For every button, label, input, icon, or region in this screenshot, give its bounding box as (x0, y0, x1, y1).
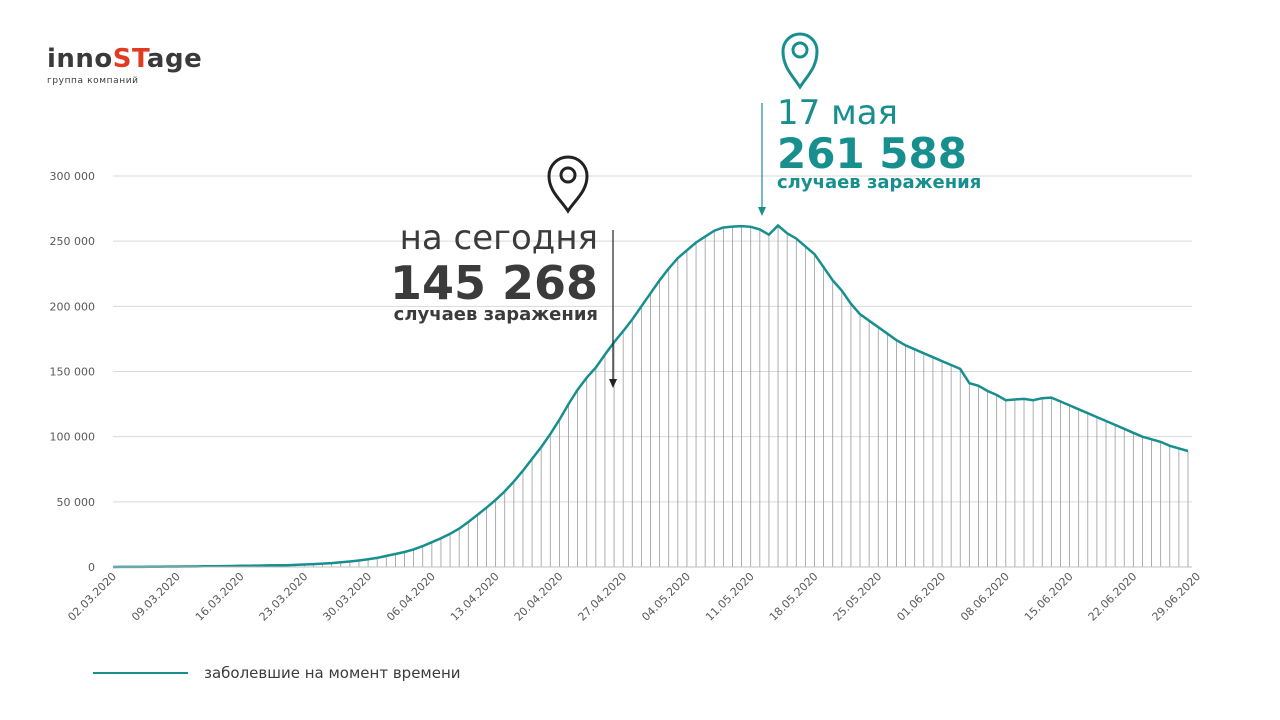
arrow-peak-icon (758, 103, 766, 216)
y-tick-label: 150 000 (50, 366, 96, 379)
x-tick-label: 30.03.2020 (320, 570, 374, 624)
area-hatch (121, 225, 1189, 567)
x-tick-label: 11.05.2020 (703, 570, 757, 624)
x-tick-label: 06.04.2020 (384, 570, 438, 624)
y-tick-label: 50 000 (57, 496, 96, 509)
series-line (112, 223, 1189, 569)
legend-label: заболевшие на момент времени (204, 664, 461, 682)
x-axis-labels: 02.03.2020 09.03.2020 16.03.2020 23.03.2020… (65, 570, 1203, 624)
callout-peak-value: 261 588 (777, 129, 967, 178)
x-tick-label: 29.06.2020 (1150, 570, 1204, 624)
arrow-today-icon (609, 230, 617, 388)
logo-subtitle: группа компаний (47, 76, 139, 86)
x-tick-label: 22.06.2020 (1086, 570, 1140, 624)
x-tick-label: 15.06.2020 (1022, 570, 1076, 624)
x-tick-label: 09.03.2020 (129, 570, 183, 624)
y-tick-label: 100 000 (50, 431, 96, 444)
grid-lines (113, 175, 1192, 503)
y-tick-label: 200 000 (50, 300, 96, 313)
callout-peak-date: 17 мая (777, 93, 899, 133)
callout-today: на сегодня 145 268 случаев заражения (390, 218, 598, 325)
y-tick-label: 250 000 (50, 235, 96, 248)
callout-today-label: на сегодня (399, 218, 598, 258)
x-tick-label: 20.04.2020 (512, 570, 566, 624)
logo-wordmark: innoSTage (47, 44, 203, 74)
company-logo: innoSTage группа компаний (47, 46, 202, 86)
y-tick-label: 300 000 (50, 170, 96, 183)
callout-peak: 17 мая 261 588 случаев заражения (777, 93, 981, 193)
x-tick-label: 16.03.2020 (193, 570, 247, 624)
callout-today-value: 145 268 (389, 256, 598, 310)
legend: заболевшие на момент времени (93, 664, 461, 682)
y-axis-labels: 0 50 000 100 000 150 000 200 000 250 000 300 0… (50, 170, 96, 574)
x-tick-label: 18.05.2020 (767, 570, 821, 624)
legend-swatch (93, 672, 188, 674)
x-tick-label: 27.04.2020 (576, 570, 630, 624)
x-tick-label: 08.06.2020 (958, 570, 1012, 624)
x-tick-label: 25.05.2020 (831, 570, 885, 624)
location-pin-icon-teal (781, 32, 819, 90)
x-tick-label: 02.03.2020 (65, 570, 119, 624)
location-pin-icon-black (547, 155, 589, 214)
x-tick-label: 13.04.2020 (448, 570, 502, 624)
callout-peak-caption: случаев заражения (777, 172, 982, 193)
callout-today-caption: случаев заражения (393, 304, 598, 325)
x-tick-label: 23.03.2020 (257, 570, 311, 624)
x-tick-label: 04.05.2020 (639, 570, 693, 624)
y-tick-label: 0 (88, 561, 95, 574)
x-tick-label: 01.06.2020 (894, 570, 948, 624)
